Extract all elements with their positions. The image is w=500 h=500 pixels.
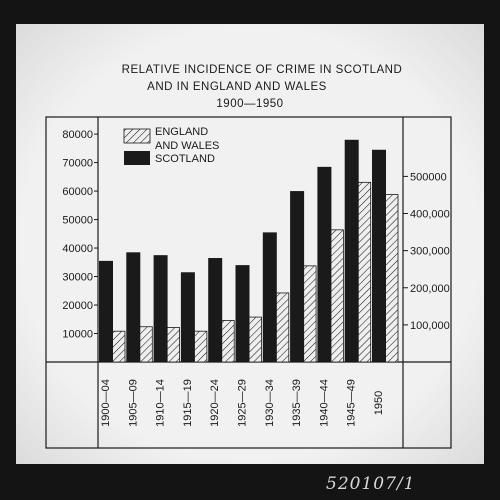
x-tick-label: 1925—29 [237,379,249,427]
legend-swatch-hatched [123,128,151,144]
bar-scotland [153,255,168,362]
legend-swatch-solid [124,151,150,165]
chart-title-line-2: AND IN ENGLAND AND WALES [147,81,327,93]
bar-england-wales [192,330,208,363]
x-tick-label: 1950 [373,391,385,415]
bar-england-wales [165,327,181,363]
left-axis: 10000 20000 30000 40000 50000 60000 70000 80000 [62,129,98,341]
bar-england-wales [301,265,317,363]
x-tick-label: 1910—14 [155,379,167,427]
bar-england-wales [356,181,372,363]
x-tick-label: 1905—09 [127,379,139,427]
x-tick-label: 1935—39 [291,379,303,427]
bar-scotland [317,166,332,362]
left-axis-tick-label: 80000 [62,129,93,141]
bar-scotland [262,232,277,362]
chart-title: RELATIVE INCIDENCE OF CRIME IN SCOTLAND … [122,64,403,110]
chart-title-line-1: RELATIVE INCIDENCE OF CRIME IN SCOTLAND [122,64,403,76]
bar-england-wales [328,229,344,363]
right-axis: 100,000 200,000 300,000 400,000 500000 [403,171,450,332]
bar-scotland [235,265,250,362]
left-axis-tick-label: 40000 [62,243,93,255]
bar-scotland [290,191,305,362]
legend-label-england-wales: ENGLAND [155,126,208,138]
x-tick-label: 1920—24 [209,379,221,427]
bar-scotland [180,272,195,362]
right-axis-tick-label: 400,000 [410,209,450,221]
right-axis-tick-label: 500000 [410,171,447,183]
x-axis-labels: 1900—04 1905—09 1910—14 1915—19 1920—24 1925—… [100,379,385,427]
bar-scotland [208,258,223,362]
x-tick-label: 1945—49 [346,379,358,427]
left-axis-tick-label: 70000 [62,158,93,170]
x-tick-label: 1940—44 [318,379,330,427]
legend-label-scotland: SCOTLAND [155,153,215,165]
bars-group [99,139,399,363]
legend-label-england-wales: AND WALES [155,140,219,152]
bar-scotland [99,260,113,362]
right-axis-tick-label: 200,000 [410,283,450,295]
bar-england-wales [247,316,262,363]
bar-scotland [372,149,386,362]
bar-scotland [126,252,141,362]
left-axis-tick-label: 60000 [62,186,93,198]
bar-england-wales [274,292,290,363]
left-axis-tick-label: 50000 [62,215,93,227]
bar-england-wales [110,330,126,363]
slide-panel [16,24,484,464]
bar-england-wales [219,320,235,363]
left-axis-tick-label: 10000 [62,329,93,341]
left-axis-tick-label: 20000 [62,300,93,312]
chart-title-line-3: 1900—1950 [216,98,283,110]
left-axis-tick-label: 30000 [62,272,93,284]
archive-stamp: 520107/1 [326,474,415,494]
x-tick-label: 1930—34 [264,379,276,427]
x-tick-label: 1915—19 [182,379,194,427]
right-axis-tick-label: 300,000 [410,246,450,258]
bar-england-wales [383,194,399,363]
bar-scotland [344,139,359,362]
right-axis-tick-label: 100,000 [410,320,450,332]
bar-england-wales [137,326,153,363]
x-tick-label: 1900—04 [100,379,112,427]
